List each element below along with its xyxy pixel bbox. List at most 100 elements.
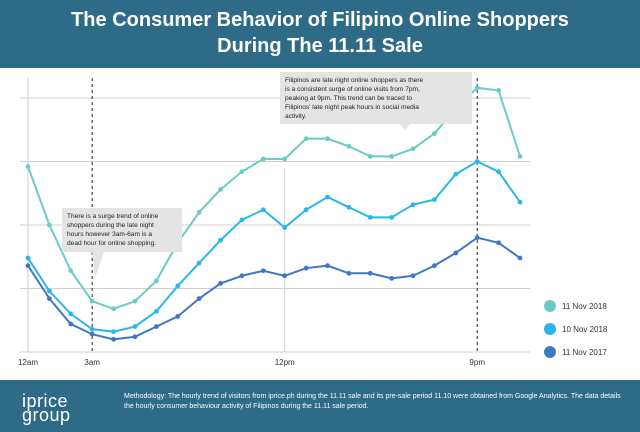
methodology-note: Methodology: The hourly trend of visitor… [124, 393, 621, 410]
annotation-text-line: Filipinos are late night online shoppers… [285, 77, 424, 84]
data-point [303, 207, 309, 213]
data-point [346, 270, 352, 276]
data-point [410, 273, 416, 279]
annotation-pointer [92, 252, 104, 278]
data-point [389, 154, 395, 159]
chart-title-line1: The Consumer Behavior of Filipino Online… [71, 9, 569, 31]
legend-swatch [544, 300, 556, 312]
data-point [196, 296, 202, 302]
data-point [196, 209, 202, 215]
iprice-logo: iprice group [22, 391, 71, 425]
data-point [239, 169, 245, 175]
series-line-2 [27, 236, 521, 341]
data-point [432, 197, 437, 203]
data-point [25, 164, 31, 169]
data-point [89, 298, 95, 304]
series-line-1 [27, 160, 521, 333]
data-point [132, 334, 138, 340]
annotation-text-line: is a consistent surge of online visits f… [285, 86, 420, 93]
legend-label: 11 Nov 2017 [562, 348, 607, 357]
data-point [260, 207, 266, 213]
data-point [239, 217, 245, 223]
data-point [410, 146, 416, 152]
logo-text-line2: group [22, 405, 71, 425]
data-point [496, 240, 502, 246]
line-chart: 12am 3am 12pm 9pm 11 Nov 2018 10 Nov 2018 11 … [18, 72, 608, 367]
data-point [325, 136, 330, 142]
data-point [367, 270, 373, 276]
annotation-box [62, 208, 182, 252]
data-point [153, 308, 159, 314]
data-point [432, 131, 437, 136]
data-point [25, 263, 31, 269]
data-point [46, 222, 52, 228]
data-point [367, 154, 373, 159]
annotation-text-line: hours however 3am-6am is a [67, 231, 152, 238]
data-point [218, 187, 223, 192]
x-tick-label: 12am [18, 358, 38, 367]
data-point [218, 281, 223, 286]
data-point [175, 314, 181, 319]
data-point [239, 273, 245, 279]
data-point [389, 275, 395, 281]
data-point [132, 324, 138, 329]
annotation-box [280, 72, 472, 124]
data-point [410, 202, 416, 208]
x-tick-label: 9pm [469, 358, 485, 367]
data-point [25, 255, 31, 261]
x-tick-label: 3am [84, 358, 100, 367]
data-point [111, 336, 116, 342]
chart-title-line2: During The 11.11 Sale [217, 35, 423, 57]
data-point [303, 136, 309, 142]
data-point [196, 260, 202, 266]
logo-text-line1: iprice [22, 391, 69, 411]
data-point [89, 331, 95, 337]
legend-label: 11 Nov 2018 [562, 302, 607, 311]
x-tick-label: 12pm [275, 358, 295, 367]
data-point [68, 268, 74, 274]
header-banner: The Consumer Behavior of Filipino Online… [0, 0, 640, 68]
data-point [68, 311, 74, 317]
data-point [453, 250, 459, 256]
legend-swatch [544, 346, 556, 358]
data-point [496, 87, 502, 93]
annotation-text-line: peaking at 9pm. This trend can be traced… [285, 95, 412, 102]
data-point [282, 273, 288, 279]
series-line-0 [27, 86, 521, 310]
data-point [111, 329, 116, 335]
data-point [496, 169, 502, 175]
data-point [153, 278, 159, 284]
data-point [517, 199, 523, 205]
data-point [89, 326, 95, 332]
data-point [325, 194, 330, 200]
legend-swatch [544, 323, 556, 335]
data-point [474, 159, 480, 164]
data-point [517, 255, 523, 261]
data-point [432, 263, 437, 269]
data-point [303, 265, 309, 271]
data-point [453, 171, 459, 177]
annotation-text-line: activity. [285, 113, 307, 120]
data-point [346, 204, 352, 210]
annotation-text-line: dead hour for online shopping. [67, 240, 156, 247]
data-point [111, 306, 116, 312]
data-point [517, 154, 523, 159]
data-point [282, 225, 288, 230]
legend-label: 10 Nov 2018 [562, 325, 608, 334]
data-point [175, 283, 181, 289]
annotation-text-line: There is a surge trend of online [67, 213, 159, 220]
annotation-pointer [400, 124, 410, 130]
footer-banner: iprice group Methodology: The hourly tre… [0, 380, 640, 432]
data-point [260, 268, 266, 274]
data-point [218, 237, 223, 243]
annotation-text-line: Filipinos' late night peak hours in soci… [285, 104, 419, 111]
data-point [282, 156, 288, 162]
data-point [153, 324, 159, 329]
data-point [68, 321, 74, 327]
data-point [367, 214, 373, 220]
data-point [474, 85, 480, 91]
data-point [346, 143, 352, 149]
annotation-text-line: shoppers during the late night [67, 222, 154, 229]
data-point [474, 235, 480, 241]
data-point [46, 296, 52, 302]
